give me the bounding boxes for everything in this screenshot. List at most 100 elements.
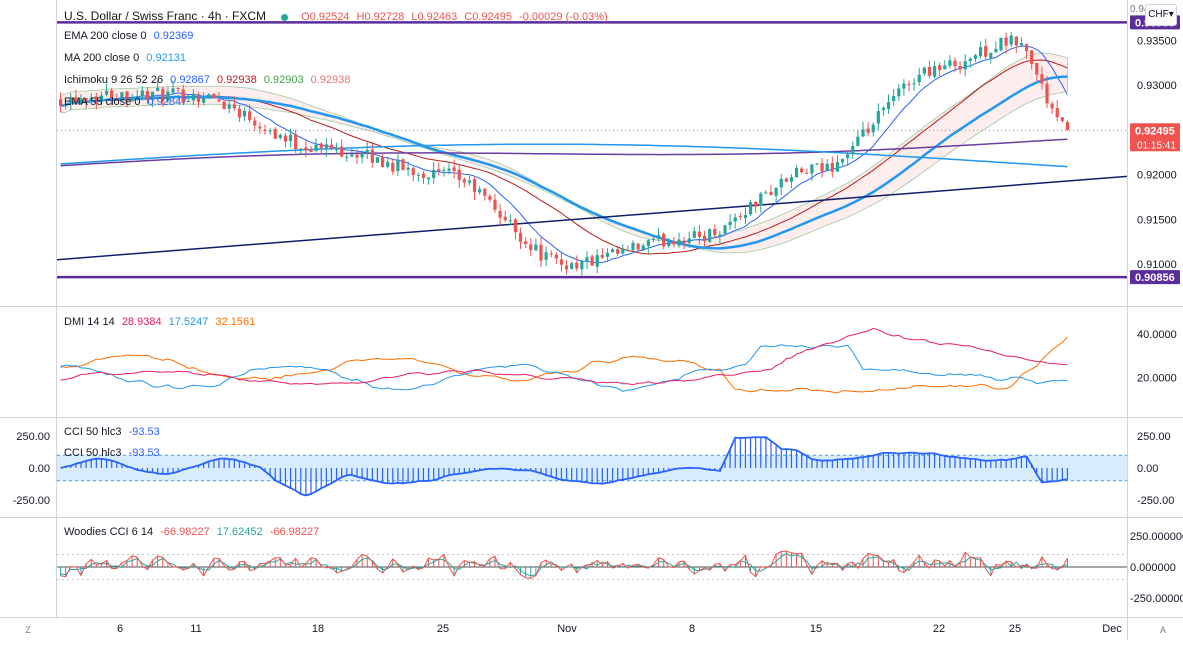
- candle-body: [677, 239, 681, 246]
- cci-pane: 250.00 0.00 -250.00 250.00 0.00 -250.00: [13, 431, 1175, 507]
- candle-body: [89, 97, 93, 102]
- ichimoku-conversion-value: 0.92867: [170, 74, 210, 86]
- candle-body: [355, 154, 359, 158]
- candle-body: [769, 191, 773, 195]
- candle-body: [421, 173, 426, 178]
- candle-body: [846, 154, 850, 158]
- woodies-legend[interactable]: Woodies CCI 6 14 -66.98227 17.62452 -66.…: [64, 526, 323, 538]
- candle-body: [570, 263, 574, 269]
- candle-body: [360, 153, 364, 158]
- price-marker-label: 0.92495: [1135, 125, 1175, 137]
- candle-body: [212, 93, 216, 99]
- candle-body: [590, 256, 594, 266]
- price-tick-label: 0.92000: [1137, 170, 1177, 182]
- candle-body: [794, 168, 799, 178]
- timezone-button[interactable]: Z: [25, 625, 31, 635]
- candle-body: [559, 259, 564, 265]
- time-tick-label: 11: [190, 623, 201, 635]
- candle-body: [641, 245, 645, 250]
- candle-body: [304, 147, 308, 151]
- ma200-legend[interactable]: MA 200 close 0 0.92131: [64, 52, 190, 64]
- ichimoku-legend[interactable]: Ichimoku 9 26 52 26 0.92867 0.92938 0.92…: [64, 74, 354, 86]
- price-marker-badge: [1130, 270, 1180, 285]
- candle-body: [248, 111, 252, 121]
- candle-body: [764, 192, 768, 194]
- candle-body: [912, 83, 916, 85]
- candle-body: [667, 241, 671, 247]
- candle-body: [713, 229, 717, 236]
- candle-body: [288, 134, 293, 141]
- candle-body: [835, 162, 840, 172]
- currency-button[interactable]: CHF▾: [1145, 4, 1177, 26]
- candle-body: [426, 177, 431, 180]
- candle-body: [1045, 83, 1049, 104]
- ema200-legend[interactable]: EMA 200 close 0 0.92369: [64, 30, 197, 42]
- candle-body: [391, 163, 395, 172]
- cci-legend-2[interactable]: CCI 50 hlc3 -93.53: [64, 447, 164, 459]
- ema55-line: [60, 75, 1068, 250]
- candle-body: [396, 159, 400, 171]
- candle-body: [539, 244, 543, 261]
- candle-body: [334, 147, 339, 151]
- ichimoku-conversion-line: [60, 45, 1068, 264]
- ichimoku-lead-value: 0.92938: [310, 74, 351, 86]
- auto-scale-button[interactable]: A: [1159, 625, 1166, 635]
- candle-body: [498, 210, 502, 218]
- ohlc-high: H0.92728: [356, 11, 405, 23]
- candle-body: [380, 157, 385, 167]
- candle-body: [943, 65, 947, 70]
- candle-body: [927, 67, 932, 76]
- dmi-plus-value: 28.9384: [121, 316, 162, 328]
- candle-body: [386, 162, 390, 167]
- time-tick-label: 15: [810, 623, 822, 635]
- ma200-line: [60, 143, 1068, 168]
- candle-body: [651, 238, 656, 240]
- candle-body: [135, 95, 139, 98]
- candle-body: [483, 188, 487, 196]
- cci-value-2: -93.53: [128, 447, 160, 459]
- candle-body: [840, 159, 845, 163]
- ohlc-open: O0.92524: [301, 11, 350, 23]
- candle-body: [861, 129, 865, 137]
- candle-body: [743, 214, 748, 219]
- candle-body: [309, 149, 313, 152]
- candle-body: [534, 244, 538, 251]
- dmi-legend[interactable]: DMI 14 14 28.9384 17.5247 32.1561: [64, 316, 259, 328]
- time-tick-label: 18: [312, 623, 324, 635]
- candle-body: [636, 243, 640, 250]
- candle-body: [656, 235, 661, 239]
- symbol-title[interactable]: U.S. Dollar / Swiss Franc · 4h · FXCM: [64, 9, 267, 23]
- candle-body: [156, 87, 160, 91]
- cci-legend[interactable]: CCI 50 hlc3 -93.53: [64, 426, 164, 438]
- dmi-pane: 40.0000 20.0000: [60, 327, 1177, 394]
- candle-body: [973, 55, 978, 59]
- cci-tick-label: 250.00: [1137, 431, 1171, 443]
- candle-body: [999, 37, 1003, 51]
- candle-body: [207, 94, 211, 98]
- currency-label: CHF: [1148, 9, 1169, 20]
- price-tick-label: 0.93500: [1137, 35, 1177, 47]
- candle-body: [84, 97, 88, 103]
- candle-body: [273, 129, 277, 139]
- candle-body: [1024, 44, 1029, 52]
- candle-body: [800, 168, 804, 173]
- candle-body: [370, 149, 374, 163]
- candle-body: [447, 168, 451, 171]
- time-tick-label: 25: [437, 623, 449, 635]
- ema55-legend[interactable]: EMA 55 close 0 0.92847: [64, 96, 191, 108]
- candle-body: [825, 163, 829, 172]
- candle-body: [524, 241, 528, 245]
- candle-body: [258, 126, 262, 129]
- candle-body: [580, 260, 584, 270]
- candle-body: [871, 124, 875, 133]
- candle-body: [493, 199, 497, 210]
- candle-body: [278, 135, 282, 139]
- candle-body: [646, 240, 650, 247]
- candle-body: [74, 97, 78, 103]
- time-tick-label: 8: [689, 623, 695, 635]
- candle-body: [161, 88, 165, 102]
- candle-body: [299, 148, 303, 150]
- candle-body: [268, 130, 272, 132]
- ohlc-change: -0.00029 (-0.03%): [519, 11, 608, 23]
